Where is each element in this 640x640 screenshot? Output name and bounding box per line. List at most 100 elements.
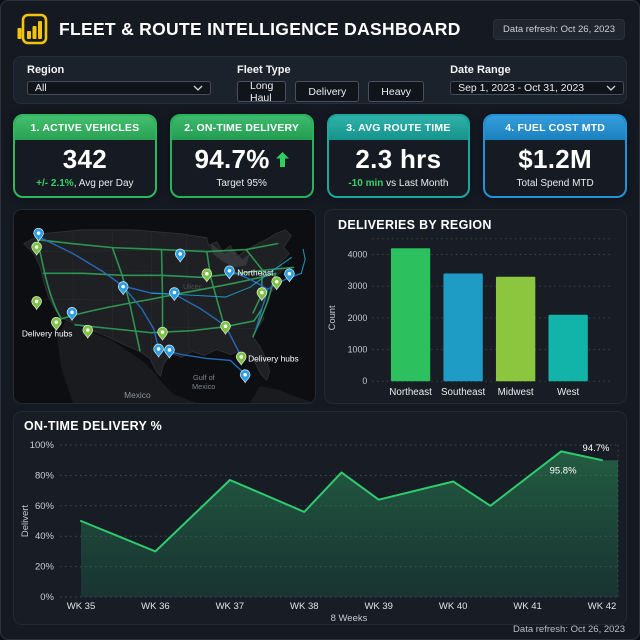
map-label-northeast: Northeast [237, 267, 274, 277]
kpi-card-avg-route-time: 3. AVG ROUTE TIME 2.3 hrs -10 min vs Las… [326, 114, 471, 198]
date-range-dropdown-value: Sep 1, 2023 - Oct 31, 2023 [458, 82, 585, 94]
map-pin-green[interactable] [51, 317, 62, 332]
kpi-card-on-time-delivery: 2. ON-TIME DELIVERY 94.7% Target 95% [169, 114, 314, 198]
map-pin-green[interactable] [201, 268, 213, 283]
on-time-delivery-panel: ON-TIME DELIVERY % 0% 20% 40% 60% 80% 100% WK … [13, 411, 627, 625]
kpi-subtext: -10 min vs Last Month [329, 178, 469, 196]
bar-west[interactable] [548, 314, 588, 382]
svg-text:95.8%: 95.8% [550, 465, 577, 476]
map-pin-green[interactable] [82, 324, 94, 339]
us-route-map: Ulicec Northeast Delivery hubs Delivery … [14, 210, 315, 403]
map-pins-layer [31, 227, 295, 384]
svg-text:100%: 100% [30, 440, 55, 451]
svg-text:4000: 4000 [348, 249, 368, 259]
fleet-type-button-long-haul[interactable]: Long Haul [237, 80, 287, 104]
map-pin-green[interactable] [157, 326, 168, 341]
data-refresh-badge: Data refresh: Oct 26, 2023 [493, 18, 625, 40]
svg-text:WK 37: WK 37 [216, 601, 245, 612]
kpi-subtext: +/- 2.1%, Avg per Day [15, 178, 155, 196]
svg-text:WK 36: WK 36 [141, 601, 170, 612]
svg-text:0%: 0% [40, 592, 54, 603]
map-pin-blue[interactable] [284, 268, 295, 283]
svg-text:WK 42: WK 42 [588, 601, 617, 612]
kpi-subtext-rest: , Avg per Day [73, 178, 134, 189]
route-map-panel: Ulicec Northeast Delivery hubs Delivery … [13, 209, 316, 404]
map-pin-blue[interactable] [174, 248, 186, 263]
deliveries-by-region-panel: DELIVERIES BY REGION 0 1000 2000 3000 4000 No… [324, 209, 627, 404]
fleet-type-button-delivery[interactable]: Delivery [295, 81, 360, 102]
bar-northeast[interactable] [390, 248, 431, 382]
bar-chart-title: DELIVERIES BY REGION [338, 218, 492, 232]
bar-midwest[interactable] [495, 276, 536, 382]
chevron-down-icon [606, 85, 616, 91]
middle-row: Ulicec Northeast Delivery hubs Delivery … [13, 209, 627, 404]
svg-text:Delivert: Delivert [20, 505, 31, 538]
svg-text:40%: 40% [35, 531, 55, 542]
power-bi-bars-icon [17, 13, 48, 45]
map-pin-green[interactable] [271, 276, 282, 291]
great-lakes [210, 243, 251, 268]
map-pin-green[interactable] [31, 241, 42, 256]
svg-text:2000: 2000 [348, 313, 368, 323]
svg-text:WK 38: WK 38 [290, 601, 319, 612]
svg-text:WK 41: WK 41 [513, 601, 542, 612]
header: FLEET & ROUTE INTELLIGENCE DASHBOARD Dat… [1, 1, 639, 50]
fleet-type-label: Fleet Type [237, 64, 291, 76]
map-pin-green[interactable] [31, 296, 42, 311]
svg-text:WK 40: WK 40 [439, 601, 468, 612]
kpi-subtext-rest: Target 95% [216, 178, 267, 189]
bar-southeast[interactable] [443, 273, 483, 382]
svg-text:3000: 3000 [348, 281, 368, 291]
svg-text:Count: Count [327, 305, 337, 330]
map-pin-green[interactable] [256, 287, 268, 302]
kpi-value: 342 [62, 143, 108, 174]
delivery-area-fill [81, 451, 618, 597]
map-pin-green[interactable] [235, 351, 247, 366]
up-arrow-icon [275, 151, 289, 167]
svg-text:80%: 80% [35, 470, 55, 481]
map-label-faint: Ulicec [183, 284, 202, 291]
map-label-delivery-hubs-left: Delivery hubs [22, 329, 73, 339]
kpi-title: 4. FUEL COST MTD [485, 116, 625, 140]
map-label-delivery-hubs-right: Delivery hubs [248, 353, 299, 363]
map-pin-blue[interactable] [169, 287, 180, 302]
map-pin-blue[interactable] [164, 344, 175, 359]
kpi-subtext: Target 95% [172, 178, 312, 196]
map-pin-blue[interactable] [153, 343, 164, 358]
map-pin-blue[interactable] [239, 369, 251, 384]
fleet-type-button-heavy[interactable]: Heavy [368, 81, 425, 102]
map-label-gulf-line2: Mexico [192, 382, 215, 391]
kpi-row: 1. ACTIVE VEHICLES 342 +/- 2.1%, Avg per… [13, 114, 627, 198]
kpi-subtext-rest: vs Last Month [383, 178, 449, 189]
page-title: FLEET & ROUTE INTELLIGENCE DASHBOARD [59, 18, 461, 39]
map-pin-blue[interactable] [66, 307, 78, 322]
kpi-value-text: 94.7% [194, 143, 270, 174]
map-pin-blue[interactable] [224, 265, 235, 280]
svg-text:Northeast: Northeast [389, 387, 432, 398]
route-lines-teal [151, 249, 306, 298]
date-range-label: Date Range [450, 64, 511, 76]
map-label-gulf-line1: Gulf of [193, 373, 216, 382]
kpi-title: 1. ACTIVE VEHICLES [15, 116, 155, 140]
svg-text:8 Weeks: 8 Weeks [331, 613, 368, 624]
kpi-subtext-highlight: -10 min [348, 178, 384, 189]
region-dropdown[interactable]: All [27, 81, 211, 95]
map-pin-blue[interactable] [33, 227, 44, 242]
svg-text:Midwest: Midwest [498, 387, 534, 398]
kpi-title: 2. ON-TIME DELIVERY [171, 116, 312, 140]
mexico-landmass [57, 320, 197, 403]
yucatan-landmass [250, 386, 315, 403]
delivery-trend-line [80, 450, 603, 553]
svg-text:WK 39: WK 39 [364, 601, 393, 612]
map-pin-green[interactable] [220, 320, 231, 335]
map-pin-blue[interactable] [117, 281, 129, 296]
svg-text:Southeast: Southeast [441, 387, 486, 398]
svg-text:20%: 20% [35, 562, 55, 573]
kpi-value: 94.7% [172, 140, 312, 178]
svg-text:94.7%: 94.7% [583, 443, 610, 454]
line-chart-title: ON-TIME DELIVERY % [24, 419, 163, 433]
date-range-dropdown[interactable]: Sep 1, 2023 - Oct 31, 2023 [450, 81, 625, 95]
fleet-type-buttons: Long Haul Delivery Heavy [237, 80, 425, 104]
filter-bar: Region All Fleet Type Long Haul Delivery… [13, 56, 627, 104]
